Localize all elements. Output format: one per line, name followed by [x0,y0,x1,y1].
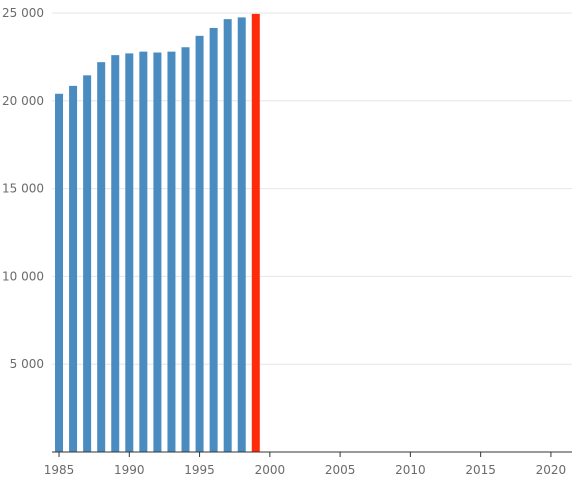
y-tick-label: 15 000 [2,182,44,196]
y-tick-labels: 5 000 10 000 15 000 20 000 25 000 [2,6,44,371]
bar [97,62,106,452]
y-tick-label: 5 000 [10,357,44,371]
bar-highlighted [251,13,260,453]
bar [83,75,92,452]
bar [153,52,162,452]
y-tick-label: 10 000 [2,269,44,283]
bar [195,35,204,452]
x-tick-label: 2020 [536,463,567,477]
bar [167,51,176,453]
x-tick-label: 1985 [44,463,75,477]
bar [69,85,78,453]
bars [55,13,260,453]
x-tick-label: 2015 [465,463,496,477]
bar [139,51,148,453]
x-tick-label: 1995 [184,463,215,477]
bar [237,17,246,452]
bar [223,19,232,453]
x-tick-label: 2000 [255,463,286,477]
bar [181,47,190,452]
x-tick-label: 2010 [395,463,426,477]
y-tick-label: 20 000 [2,94,44,108]
bar [125,53,134,452]
bar [55,93,64,452]
x-tick-label: 1990 [114,463,145,477]
y-tick-label: 25 000 [2,6,44,20]
bar [111,55,120,452]
gridlines [52,12,572,365]
x-tick-labels: 1985 1990 1995 2000 2005 2010 2015 2020 [44,463,566,477]
x-tick-label: 2005 [325,463,356,477]
x-axis [52,451,572,457]
bar [209,27,218,453]
